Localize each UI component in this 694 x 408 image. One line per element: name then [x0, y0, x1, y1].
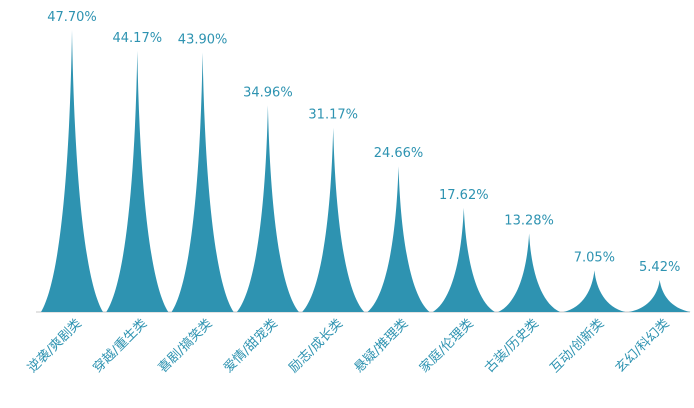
value-label: 34.96%	[243, 85, 293, 100]
category-label: 励志/成长类	[286, 316, 346, 376]
spike-bar	[302, 127, 365, 313]
value-label: 17.62%	[439, 188, 489, 203]
category-label: 悬疑/推理类	[351, 316, 411, 376]
spike-bar	[498, 233, 561, 312]
spike-bar	[41, 30, 103, 312]
value-label: 44.17%	[113, 31, 163, 46]
spike-bar	[367, 166, 430, 312]
value-label: 43.90%	[178, 32, 228, 47]
spike-bar	[106, 50, 169, 313]
value-label-group: 47.70% 44.17% 43.90% 34.96% 31.17% 24.66% 17.6…	[47, 10, 680, 275]
value-label: 24.66%	[374, 146, 424, 161]
category-label: 爱情/甜宠类	[220, 316, 280, 376]
spike-series	[41, 30, 691, 313]
category-label: 逆袭/爽剧类	[24, 316, 84, 376]
value-label: 31.17%	[308, 108, 358, 123]
spike-bar	[563, 270, 626, 312]
value-label: 13.28%	[504, 213, 554, 228]
category-label: 互动/创新类	[547, 316, 607, 376]
category-label: 穿越/重生类	[90, 316, 150, 376]
value-label: 5.42%	[639, 260, 680, 275]
spike-bar	[171, 52, 234, 313]
category-label: 玄幻/科幻类	[613, 316, 673, 376]
category-label: 家庭/伦理类	[416, 316, 476, 376]
category-label: 古装/历史类	[482, 316, 542, 376]
category-label-group: 逆袭/爽剧类 穿越/重生类 喜剧/搞笑类 爱情/甜宠类 励志/成长类 悬疑/推理类 家庭/伦…	[24, 316, 672, 376]
spike-bar	[236, 105, 299, 312]
value-label: 7.05%	[574, 250, 615, 265]
category-label: 喜剧/搞笑类	[155, 316, 215, 376]
spike-bar	[432, 207, 495, 312]
value-label: 47.70%	[47, 10, 97, 25]
spike-bar	[628, 279, 691, 312]
